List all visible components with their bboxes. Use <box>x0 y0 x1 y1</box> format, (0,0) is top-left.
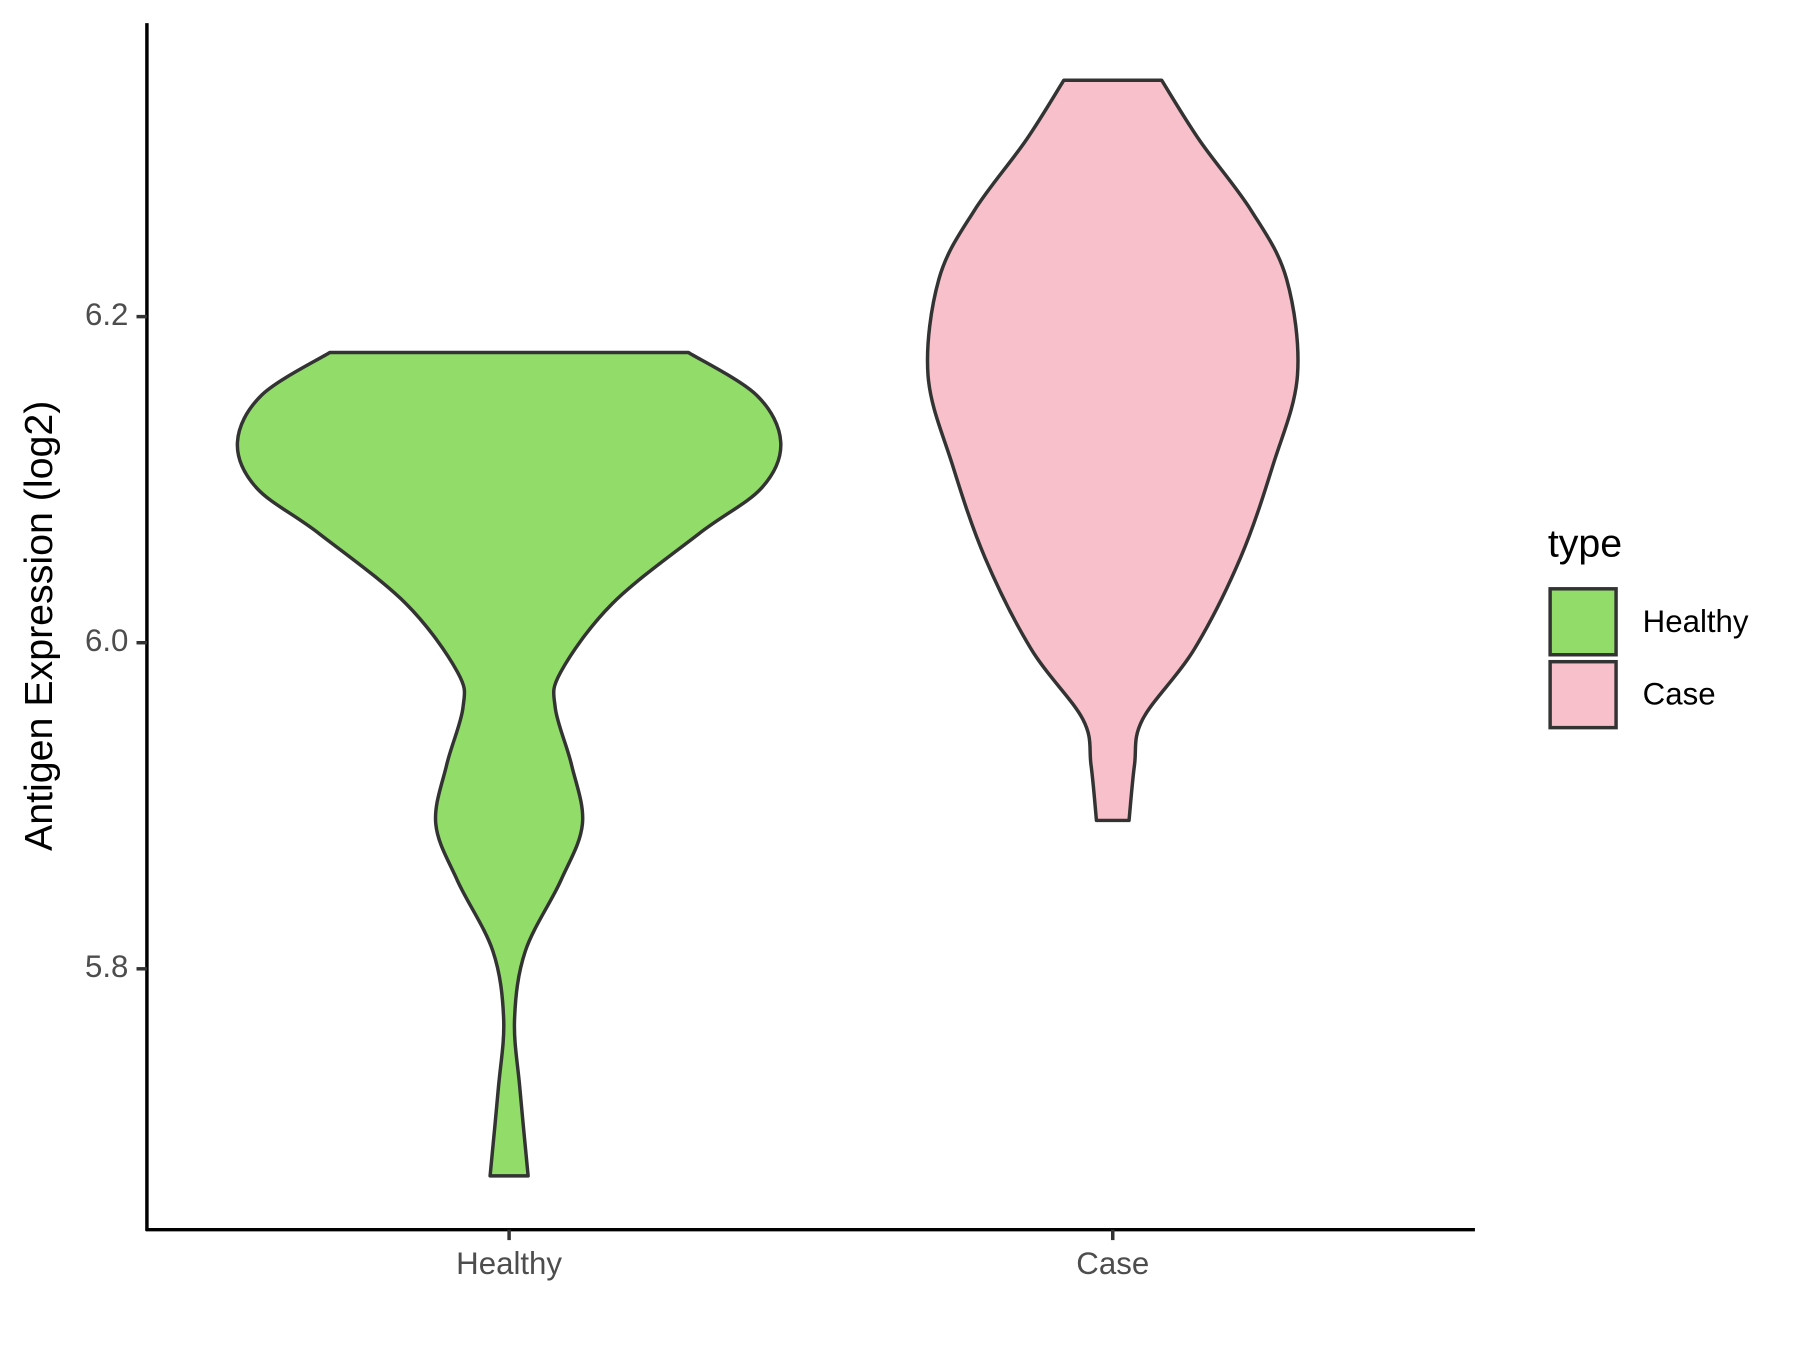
y-tick-label: 5.8 <box>85 949 128 984</box>
legend-title: type <box>1548 521 1622 565</box>
legend-key <box>1548 587 1618 657</box>
violin <box>235 350 783 1178</box>
violin <box>925 78 1300 823</box>
y-tick-label: 6.2 <box>85 297 128 332</box>
legend-label: Case <box>1643 677 1716 712</box>
x-tick-label: Case <box>1076 1246 1149 1281</box>
y-axis-label: Antigen Expression (log2) <box>17 401 61 851</box>
legend-label: Healthy <box>1643 604 1749 639</box>
legend-key <box>1548 659 1618 730</box>
y-tick-label: 6.0 <box>85 623 128 658</box>
x-tick-label: Healthy <box>456 1246 562 1281</box>
